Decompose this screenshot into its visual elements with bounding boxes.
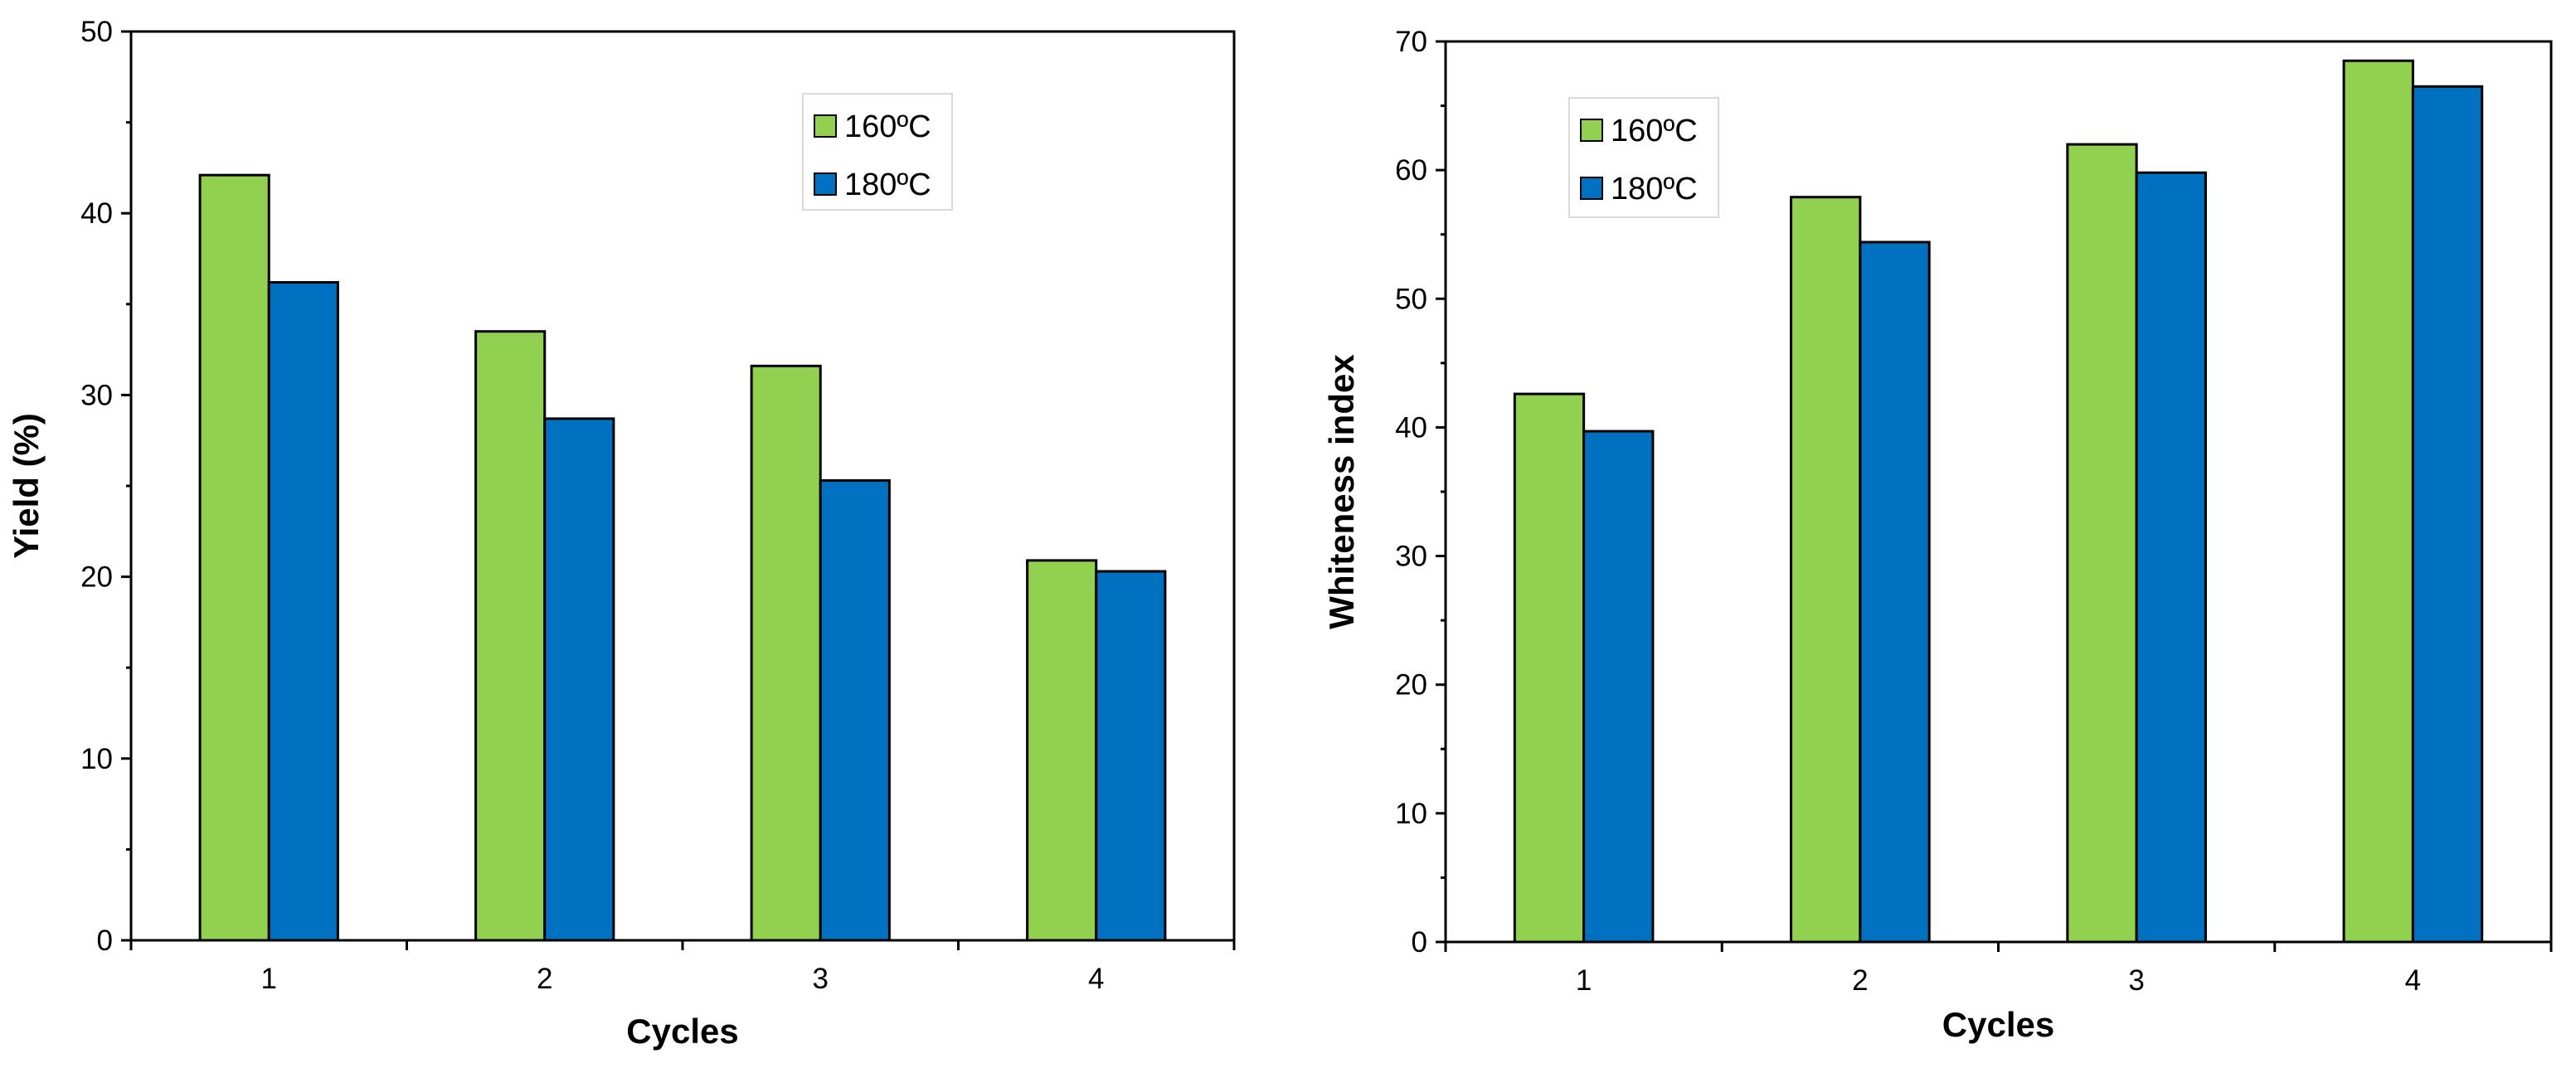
- y-tick-label: 20: [1395, 669, 1427, 701]
- legend-label: 180ºC: [844, 167, 931, 202]
- legend: 160ºC 180ºC: [802, 93, 953, 211]
- bar-180C-cycle-4: [1095, 570, 1167, 942]
- bar-160C-cycle-3: [750, 364, 822, 942]
- bar-180C-cycle-1: [1582, 430, 1655, 944]
- bar-160C-cycle-1: [1513, 392, 1586, 944]
- y-tick-label: 20: [80, 561, 113, 594]
- y-tick-label: 30: [80, 379, 113, 411]
- bar-160C-cycle-4: [1026, 559, 1098, 942]
- y-tick-label: 70: [1395, 26, 1427, 58]
- x-tick-label: 2: [537, 963, 552, 995]
- bar-180C-cycle-3: [2135, 171, 2207, 944]
- chart-2: 0 10 20 30 40 50 60 70 1 2 3 4 Cycles Whiteness index…: [1322, 26, 2553, 1044]
- bar-180C-cycle-4: [2411, 85, 2484, 944]
- y-tick-label: 0: [1412, 926, 1427, 959]
- y-tick-label: 50: [80, 16, 113, 48]
- x-axis-title: Cycles: [626, 1012, 738, 1051]
- bar-180C-cycle-1: [267, 280, 339, 942]
- bar-180C-cycle-2: [1859, 240, 1931, 944]
- y-axis-title: Whiteness index: [1322, 354, 1361, 629]
- x-tick-label: 3: [2128, 964, 2144, 997]
- y-tick-label: 30: [1395, 541, 1427, 573]
- y-tick-label: 0: [97, 925, 113, 957]
- bar-160C-cycle-4: [2342, 59, 2414, 944]
- legend-label: 160ºC: [844, 109, 931, 144]
- bar-160C-cycle-3: [2066, 143, 2138, 944]
- legend-swatch: [1580, 177, 1603, 200]
- x-tick-label: 1: [261, 963, 277, 995]
- chart-1: 0 10 20 30 40 50 1 2 3 4 Cycles Yield (%) 160ºC 180ºC: [7, 16, 1236, 1051]
- y-tick-label: 10: [1395, 798, 1427, 830]
- y-tick-label: 40: [80, 197, 113, 230]
- y-axis-title: Yield (%): [7, 413, 46, 559]
- legend-swatch: [814, 172, 837, 196]
- y-tick-label: 10: [80, 743, 113, 775]
- x-tick-label: 1: [1576, 964, 1592, 997]
- y-tick-label: 40: [1395, 411, 1427, 444]
- legend-swatch: [1580, 119, 1603, 142]
- y-tick-label: 60: [1395, 154, 1427, 187]
- bar-180C-cycle-3: [819, 478, 891, 942]
- legend: 160ºC 180ºC: [1568, 97, 1719, 218]
- legend-label: 160ºC: [1611, 114, 1698, 148]
- x-axis-title: Cycles: [1942, 1005, 2054, 1044]
- legend-swatch: [814, 114, 837, 138]
- x-tick-label: 4: [1088, 963, 1104, 995]
- bar-180C-cycle-2: [543, 417, 615, 942]
- x-tick-label: 4: [2405, 964, 2421, 997]
- bar-160C-cycle-2: [474, 330, 547, 942]
- bar-160C-cycle-1: [198, 173, 270, 942]
- bar-160C-cycle-2: [1790, 196, 1862, 944]
- x-tick-label: 3: [813, 963, 829, 995]
- x-tick-label: 2: [1852, 964, 1868, 997]
- legend-label: 180ºC: [1611, 172, 1698, 206]
- y-tick-label: 50: [1395, 283, 1427, 315]
